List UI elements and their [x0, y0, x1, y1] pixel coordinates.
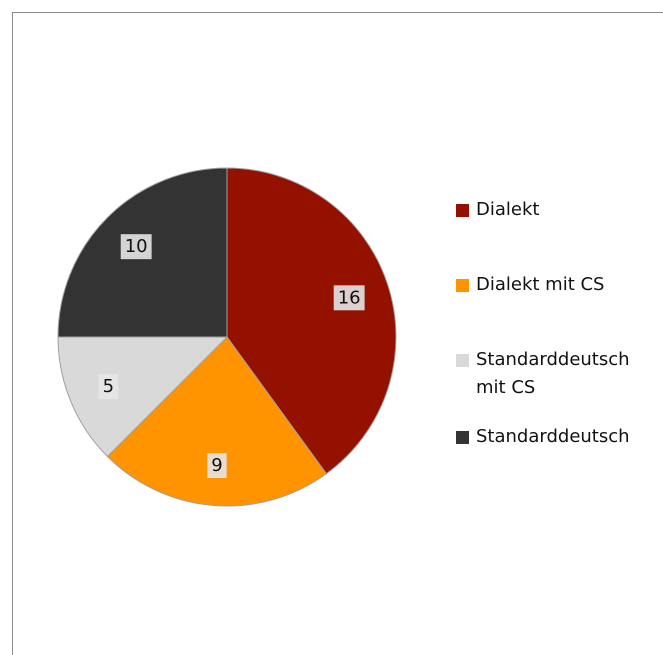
data-label: 9: [207, 453, 227, 479]
data-label-bg: [333, 285, 365, 311]
pie-slice: [57, 336, 229, 458]
legend-swatch: [456, 279, 469, 292]
legend-swatch: [456, 354, 469, 367]
chart-frame: [12, 12, 663, 655]
data-label-text: 5: [103, 376, 114, 397]
data-label-bg: [207, 453, 227, 479]
data-label-text: 10: [125, 236, 148, 257]
legend-swatch: [456, 431, 469, 444]
data-label: 10: [120, 234, 152, 260]
data-label-text: 16: [338, 287, 361, 308]
legend-label: Standarddeutsch: [476, 426, 630, 447]
legend-label: Standarddeutsch mit CS: [476, 349, 630, 398]
data-label-text: 9: [211, 455, 222, 476]
data-label-bg: [120, 234, 152, 260]
data-label-bg: [98, 374, 119, 400]
pie-slice: [226, 167, 397, 475]
data-label: 16: [333, 285, 365, 311]
legend-label: Dialekt mit CS: [476, 274, 605, 295]
legend-swatch: [456, 204, 469, 217]
data-label: 5: [98, 374, 119, 400]
pie-slice: [106, 336, 328, 507]
legend-label: Dialekt: [476, 199, 540, 220]
